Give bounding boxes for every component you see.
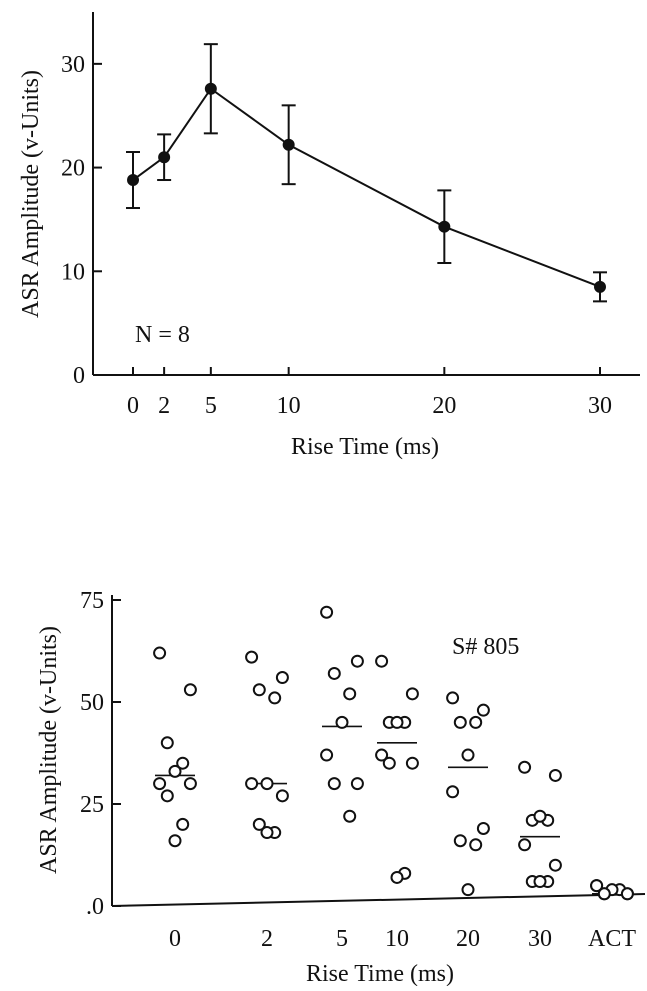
bottom-x-tick-label: 0 bbox=[169, 926, 181, 952]
top-data-point bbox=[158, 151, 171, 164]
bottom-data-point bbox=[245, 777, 259, 791]
bottom-data-point bbox=[168, 834, 182, 848]
top-y-tick-label: 0 bbox=[73, 363, 85, 389]
top-x-tick-label: 2 bbox=[158, 393, 170, 419]
bottom-data-point bbox=[275, 671, 289, 685]
bottom-data-point bbox=[518, 838, 532, 852]
bottom-data-point bbox=[461, 748, 475, 762]
bottom-data-point bbox=[382, 756, 396, 770]
top-y-axis-label: ASR Amplitude (v-Units) bbox=[18, 70, 44, 318]
bottom-data-point bbox=[320, 748, 334, 762]
top-data-point bbox=[127, 174, 139, 187]
bottom-x-tick-label: 30 bbox=[528, 926, 552, 952]
bottom-x-tick-label: 2 bbox=[261, 926, 273, 952]
top-y-tick-label: 20 bbox=[61, 156, 85, 182]
bottom-data-point bbox=[469, 838, 483, 852]
top-x-axis-label: Rise Time (ms) bbox=[291, 434, 439, 460]
bottom-x-tick-label: 10 bbox=[385, 926, 409, 952]
bottom-data-point bbox=[597, 887, 611, 901]
bottom-data-point bbox=[327, 777, 341, 791]
bottom-data-point bbox=[446, 785, 460, 799]
bottom-data-point bbox=[533, 875, 547, 889]
bottom-data-point bbox=[260, 777, 274, 791]
bottom-data-point bbox=[375, 654, 389, 668]
bottom-data-point bbox=[343, 687, 357, 701]
bottom-data-point bbox=[375, 748, 389, 762]
bottom-data-point bbox=[533, 809, 547, 823]
top-x-tick-label: 5 bbox=[205, 393, 217, 419]
bottom-data-point bbox=[176, 756, 190, 770]
bottom-data-point bbox=[153, 777, 167, 791]
bottom-data-point bbox=[453, 834, 467, 848]
bottom-data-point bbox=[461, 883, 475, 897]
top-y-tick-label: 30 bbox=[61, 52, 85, 78]
bottom-x-tick-label: 5 bbox=[336, 926, 348, 952]
bottom-data-point bbox=[390, 715, 404, 729]
bottom-data-point bbox=[343, 809, 357, 823]
bottom-y-tick-label: 50 bbox=[80, 690, 104, 716]
bottom-data-point bbox=[476, 821, 490, 835]
bottom-y-axis-label: ASR Amplitude (v-Units) bbox=[36, 626, 62, 874]
top-x-tick-label: 30 bbox=[588, 393, 612, 419]
bottom-data-point bbox=[469, 715, 483, 729]
bottom-y-tick-label: .0 bbox=[86, 894, 104, 920]
bottom-data-point bbox=[548, 858, 562, 872]
bottom-annotation: S# 805 bbox=[452, 634, 519, 660]
bottom-data-point bbox=[453, 715, 467, 729]
bottom-data-point bbox=[268, 691, 282, 705]
bottom-data-point bbox=[476, 703, 490, 717]
bottom-x-axis bbox=[111, 893, 646, 907]
bottom-data-point bbox=[405, 756, 419, 770]
top-data-point bbox=[204, 82, 217, 95]
bottom-data-point bbox=[390, 870, 404, 884]
bottom-data-point bbox=[590, 879, 604, 893]
bottom-data-point bbox=[252, 817, 266, 831]
bottom-data-point bbox=[405, 687, 419, 701]
top-data-point bbox=[282, 138, 295, 151]
bottom-data-point bbox=[160, 736, 174, 750]
bottom-data-point bbox=[350, 777, 364, 791]
bottom-data-point bbox=[160, 789, 174, 803]
bottom-data-point bbox=[275, 789, 289, 803]
bottom-data-point bbox=[168, 764, 182, 778]
bottom-data-point bbox=[183, 777, 197, 791]
bottom-y-tick-label: 75 bbox=[80, 588, 104, 614]
bottom-data-point bbox=[446, 691, 460, 705]
bottom-data-point bbox=[327, 666, 341, 680]
bottom-x-tick-label: 20 bbox=[456, 926, 480, 952]
bottom-data-point bbox=[153, 646, 167, 660]
bottom-data-point bbox=[183, 683, 197, 697]
top-x-tick-label: 20 bbox=[432, 393, 456, 419]
bottom-y-tick-label: 25 bbox=[80, 792, 104, 818]
bottom-data-point bbox=[620, 887, 634, 901]
top-y-tick-label: 10 bbox=[61, 259, 85, 285]
bottom-data-point bbox=[350, 654, 364, 668]
top-x-tick-label: 10 bbox=[277, 393, 301, 419]
top-data-point bbox=[438, 220, 451, 233]
top-series-line bbox=[132, 87, 601, 288]
top-data-point bbox=[594, 280, 606, 293]
bottom-data-point bbox=[245, 650, 259, 664]
bottom-data-point bbox=[548, 768, 562, 782]
bottom-data-point bbox=[176, 817, 190, 831]
top-x-tick-label: 0 bbox=[127, 393, 139, 419]
bottom-data-point bbox=[518, 760, 532, 774]
bottom-data-point bbox=[260, 826, 274, 840]
bottom-data-point bbox=[320, 605, 334, 619]
top-annotation: N = 8 bbox=[135, 322, 190, 348]
bottom-x-tick-label: ACT bbox=[588, 926, 636, 952]
bottom-data-point bbox=[335, 715, 349, 729]
bottom-data-point bbox=[252, 683, 266, 697]
bottom-x-axis-label: Rise Time (ms) bbox=[306, 961, 454, 986]
